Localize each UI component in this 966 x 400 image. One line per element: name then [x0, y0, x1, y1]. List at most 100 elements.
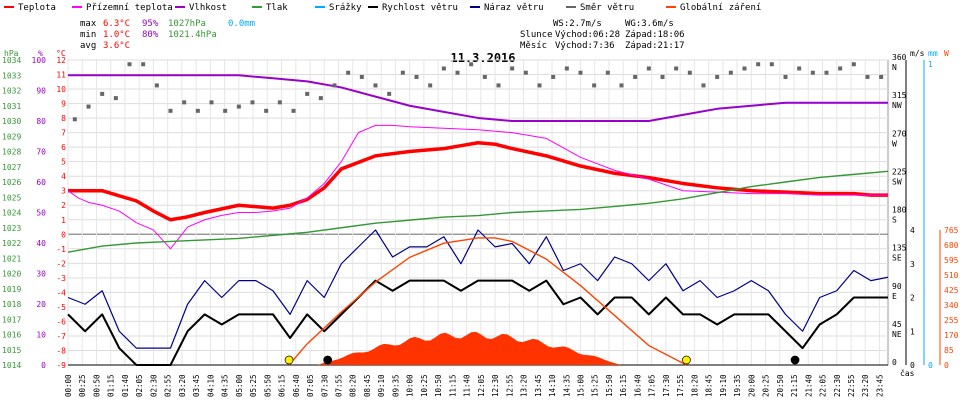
- radiation-tick: 680: [944, 241, 959, 250]
- x-tick-label: 12:55: [505, 374, 514, 397]
- stat-avg-temp: 3.6°C: [103, 41, 130, 51]
- wind-direction-point: [646, 66, 651, 71]
- sunrise-marker: [284, 355, 294, 365]
- humidity-tick: 0: [41, 361, 46, 370]
- wind-direction-point: [619, 83, 624, 88]
- x-tick-label: 18:20: [690, 374, 699, 397]
- x-tick-label: 17:30: [662, 374, 671, 397]
- wind-direction-point: [455, 70, 460, 75]
- moonset-marker: [790, 355, 800, 365]
- x-tick-label: 15:25: [591, 374, 600, 397]
- wind-direction-point: [865, 74, 870, 79]
- wind-direction-point: [564, 66, 569, 71]
- wind-direction-point: [182, 100, 187, 105]
- x-tick-label: 10:50: [434, 374, 443, 397]
- x-tick-label: 23:45: [875, 374, 884, 397]
- stat-ws: WS:2.7m/s: [553, 19, 602, 29]
- wind-direction-point: [373, 83, 378, 88]
- stat-avg-label: avg: [80, 41, 96, 51]
- temperature-tick: 2: [61, 201, 66, 210]
- stat-moonrise: Východ:7:36: [555, 41, 615, 51]
- radiation-tick: 425: [944, 286, 959, 295]
- wind-direction-point: [578, 70, 583, 75]
- legend-label: Teplota: [18, 3, 56, 13]
- wind-direction-point: [592, 83, 597, 88]
- wind-direction-point: [537, 83, 542, 88]
- radiation-area: [317, 331, 620, 365]
- x-tick-label: 22:05: [819, 374, 828, 397]
- wind-direction-point: [154, 83, 159, 88]
- wind-direction-point: [332, 83, 337, 88]
- radiation-tick: 595: [944, 256, 959, 265]
- legend-label: Vlhkost: [189, 3, 227, 13]
- temperature-tick: 1: [61, 216, 66, 225]
- wind-direction-point: [428, 83, 433, 88]
- x-tick-label: 21:15: [790, 374, 799, 397]
- legend-label: Globální záření: [680, 3, 761, 13]
- wind-direction-point: [797, 66, 802, 71]
- plot-area: [67, 62, 889, 366]
- p-zemn-teplota-line: [67, 124, 888, 250]
- wind-direction-point: [86, 104, 91, 109]
- wind-direction-point: [742, 66, 747, 71]
- wind-direction-point: [127, 62, 132, 67]
- direction-tick: 0: [892, 358, 897, 367]
- humidity-tick: 90: [36, 87, 46, 96]
- temperature-unit: °C: [56, 49, 66, 58]
- temperature-tick: -3: [56, 274, 66, 283]
- humidity-tick: 10: [36, 331, 46, 340]
- stat-sunset: Západ:18:06: [625, 30, 685, 40]
- wind-direction-point: [441, 66, 446, 71]
- humidity-tick: 50: [36, 209, 46, 218]
- stat-min-label: min: [80, 30, 96, 40]
- direction-tick-label: W: [892, 139, 897, 148]
- wind-direction-point: [851, 62, 856, 67]
- wind-direction-point: [113, 96, 118, 101]
- x-tick-label: 06:15: [278, 374, 287, 397]
- direction-tick: 180: [892, 206, 907, 215]
- teplota-line: [68, 141, 888, 222]
- x-tick-label: 14:10: [548, 374, 557, 397]
- wind-direction-point: [482, 74, 487, 79]
- direction-tick-label: E: [892, 292, 897, 301]
- x-tick-label: 19:10: [719, 374, 728, 397]
- x-tick-label: 23:20: [861, 374, 870, 397]
- x-tick-label: 07:30: [320, 374, 329, 397]
- humidity-tick: 60: [36, 178, 46, 187]
- stat-moon-label: Měsíc: [520, 41, 547, 51]
- temperature-tick: -1: [56, 245, 66, 254]
- x-axis-ticks: 00:00 00:25 00:50 01:15 01:40 02:05 02:30 02:55…: [64, 374, 884, 397]
- wind-direction-point: [414, 74, 419, 79]
- wind-direction-point: [318, 96, 323, 101]
- x-tick-label: 19:35: [733, 374, 742, 397]
- stat-precip: 0.0mm: [228, 19, 255, 29]
- stat-min-press: 1021.4hPa: [168, 30, 217, 40]
- stat-sun-label: Slunce: [520, 30, 553, 40]
- wind-direction-point: [223, 108, 228, 113]
- wind-direction-point: [100, 91, 105, 96]
- x-tick-label: 01:15: [107, 374, 116, 397]
- radiation-tick: 765: [944, 226, 959, 235]
- wind-direction-point: [824, 70, 829, 75]
- wind-direction-point: [264, 108, 269, 113]
- wind-tick: 2: [910, 294, 915, 303]
- direction-tick-label: N: [892, 63, 897, 72]
- wind-direction-point: [510, 66, 515, 71]
- temperature-tick: 10: [56, 85, 66, 94]
- x-tick-label: 04:10: [206, 374, 215, 397]
- x-tick-label: 00:00: [64, 374, 73, 397]
- wind-direction-point: [72, 117, 77, 122]
- legend-label: Náraz větru: [484, 3, 544, 13]
- x-tick-label: 09:35: [391, 374, 400, 397]
- x-tick-label: 11:15: [448, 374, 457, 397]
- precip-unit: mm: [928, 49, 938, 58]
- wind-direction-point: [674, 66, 679, 71]
- humidity-unit: %: [38, 49, 43, 58]
- temperature-tick: 3: [61, 187, 66, 196]
- wind-direction-point: [141, 62, 146, 67]
- temperature-tick: 6: [61, 143, 66, 152]
- wind-direction-point: [715, 74, 720, 79]
- wind-direction-point: [168, 108, 173, 113]
